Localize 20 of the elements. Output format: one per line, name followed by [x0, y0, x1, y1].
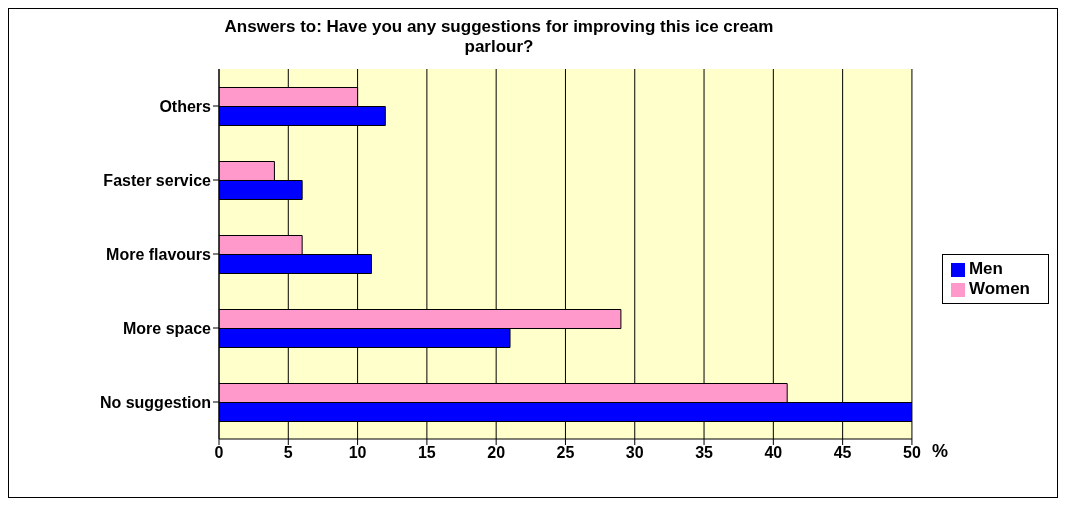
y-tick-label: More space: [122, 319, 212, 337]
chart-title: Answers to: Have you any suggestions for improving this ice cream parlour?: [223, 17, 775, 57]
x-tick-label: 15: [417, 444, 436, 462]
x-tick-label: 50: [903, 444, 921, 462]
x-tick-label: 0: [214, 444, 224, 462]
x-tick-label: 35: [695, 444, 714, 462]
legend-label: Men: [968, 259, 1003, 278]
x-tick-label: 40: [764, 444, 783, 462]
legend-label: Women: [968, 279, 1030, 298]
x-tick-label: 20: [487, 444, 506, 462]
y-tick-label: No suggestion: [99, 393, 211, 411]
x-axis-title: %: [931, 441, 948, 462]
y-tick-label: Others: [159, 97, 212, 115]
x-tick-label: 10: [348, 444, 367, 462]
x-tick-label: 45: [833, 444, 852, 462]
x-tick-label: 30: [625, 444, 644, 462]
x-tick-label: 5: [283, 444, 293, 462]
y-tick-label: Faster service: [103, 171, 212, 189]
y-tick-label: More flavours: [106, 245, 212, 263]
x-tick-label: 25: [556, 444, 575, 462]
